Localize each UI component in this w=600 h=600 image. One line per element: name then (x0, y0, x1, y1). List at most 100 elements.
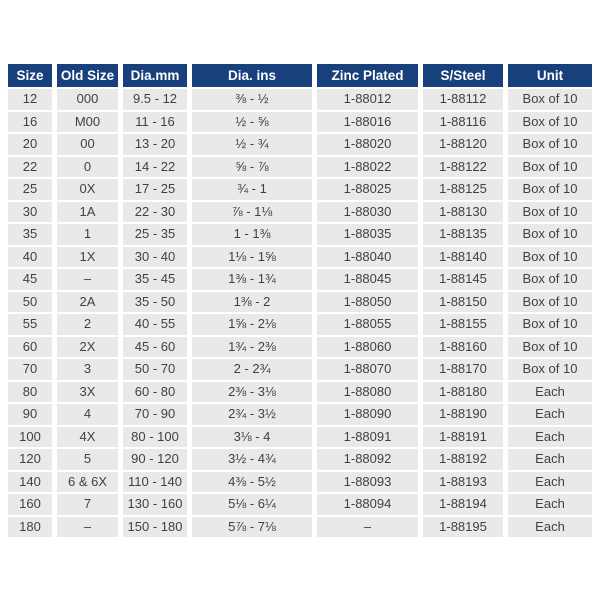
table-row: 180–150 - 180 5⅞ - 7⅛ –1-88195 Each (8, 516, 592, 537)
table-cell: Box of 10 (508, 314, 592, 335)
table-cell: 1⅝ - 2⅛ (192, 314, 312, 335)
table-row: 55 2 40 - 55 1⅝ - 2⅛ 1-88055 1-88155 Box of 10 (8, 314, 592, 335)
table-cell: 50 - 70 (123, 359, 187, 380)
table-cell: 1 (57, 224, 118, 245)
table-cell: 17 - 25 (123, 179, 187, 200)
table-cell: 4X (57, 426, 118, 447)
column-header-zinc-plated: Zinc Plated (317, 64, 418, 87)
table-cell: M00 (57, 111, 118, 132)
table-cell: 1-88091 (317, 426, 418, 447)
table-cell: ⅞ - 1⅛ (192, 201, 312, 222)
table-row: 50 2A 35 - 50 1⅜ - 2 1-88050 1-88150 Box of 10 (8, 291, 592, 312)
table-cell: 1-88012 (317, 89, 418, 110)
table-row: 16 M00 11 - 16 ½ - ⅝ 1-88016 1-88116 Box of 10 (8, 111, 592, 132)
table-cell: 14 - 22 (123, 156, 187, 177)
table-cell: 4 (57, 404, 118, 425)
table-cell: 1¾ - 2⅜ (192, 336, 312, 357)
table-cell: 00 (57, 134, 118, 155)
column-header-dia-mm: Dia.mm (123, 64, 187, 87)
table-cell: 1⅜ - 2 (192, 291, 312, 312)
table-cell: 20 (8, 134, 52, 155)
table-cell: 140 (8, 471, 52, 492)
table-cell: 1-88055 (317, 314, 418, 335)
table-cell: 60 - 80 (123, 381, 187, 402)
table-cell: Each (508, 516, 592, 537)
table-cell: 55 (8, 314, 52, 335)
table-cell: 3½ - 4¾ (192, 449, 312, 470)
table-cell: 1-88193 (423, 471, 503, 492)
table-cell: 30 - 40 (123, 246, 187, 267)
table-cell: 1-88093 (317, 471, 418, 492)
table-row: 90 4 70 - 90 2¾ - 3½ 1-88090 1-88190 Each (8, 404, 592, 425)
table-cell: 35 - 45 (123, 269, 187, 290)
table-row: 80 3X 60 - 80 2⅜ - 3⅛ 1-88080 1-88180 Each (8, 381, 592, 402)
table-cell: 130 - 160 (123, 494, 187, 515)
table-cell: 1-88020 (317, 134, 418, 155)
table-cell: ¾ - 1 (192, 179, 312, 200)
table-cell: ½ - ⅝ (192, 111, 312, 132)
table-row: 30 1A 22 - 30 ⅞ - 1⅛ 1-88030 1-88130 Box of 10 (8, 201, 592, 222)
table-cell: 150 - 180 (123, 516, 187, 537)
table-row: 45–35 - 45 1⅜ - 1¾ 1-88045 1-88145 Box of 10 (8, 269, 592, 290)
table-cell: 1-88070 (317, 359, 418, 380)
table-cell: Box of 10 (508, 291, 592, 312)
table-row: 22 0 14 - 22 ⅝ - ⅞ 1-88022 1-88122 Box of 10 (8, 156, 592, 177)
table-cell: 1-88170 (423, 359, 503, 380)
table-cell: 2¾ - 3½ (192, 404, 312, 425)
table-cell: 90 - 120 (123, 449, 187, 470)
table-cell: 1X (57, 246, 118, 267)
table-cell: 30 (8, 201, 52, 222)
table-cell: 40 - 55 (123, 314, 187, 335)
table-cell: 1-88090 (317, 404, 418, 425)
table-cell: 0X (57, 179, 118, 200)
table-cell: 1-88150 (423, 291, 503, 312)
column-header-unit: Unit (508, 64, 592, 87)
table-cell: 60 (8, 336, 52, 357)
product-spec-table: Size Old Size Dia.mm Dia. ins Zinc Plated S/S… (3, 62, 597, 539)
table-cell: 4⅜ - 5½ (192, 471, 312, 492)
table-cell: 1-88045 (317, 269, 418, 290)
table-cell: 1-88155 (423, 314, 503, 335)
table-header-row: Size Old Size Dia.mm Dia. ins Zinc Plated S/S… (8, 64, 592, 87)
table-cell: 70 (8, 359, 52, 380)
table-cell: 1-88190 (423, 404, 503, 425)
table-cell: 100 (8, 426, 52, 447)
table-cell: 1-88040 (317, 246, 418, 267)
table-cell: Box of 10 (508, 224, 592, 245)
table-cell: 1-88180 (423, 381, 503, 402)
table-cell: 1⅜ - 1¾ (192, 269, 312, 290)
table-cell: 0 (57, 156, 118, 177)
table-row: 100 4X 80 - 100 3⅛ - 4 1-88091 1-88191 Each (8, 426, 592, 447)
table-cell: 120 (8, 449, 52, 470)
column-header-size: Size (8, 64, 52, 87)
table-cell: 13 - 20 (123, 134, 187, 155)
table-cell: 9.5 - 12 (123, 89, 187, 110)
table-cell: 1-88194 (423, 494, 503, 515)
table-cell: 16 (8, 111, 52, 132)
table-cell: 1-88092 (317, 449, 418, 470)
table-cell: 110 - 140 (123, 471, 187, 492)
table-cell: Box of 10 (508, 246, 592, 267)
table-cell: 1-88145 (423, 269, 503, 290)
column-header-s-steel: S/Steel (423, 64, 503, 87)
table-cell: Box of 10 (508, 134, 592, 155)
table-row: 120 5 90 - 120 3½ - 4¾ 1-88092 1-88192 Each (8, 449, 592, 470)
table-cell: Each (508, 449, 592, 470)
table-cell: 45 (8, 269, 52, 290)
table-cell: Each (508, 404, 592, 425)
table-cell: 12 (8, 89, 52, 110)
table-cell: 1-88192 (423, 449, 503, 470)
table-cell: Box of 10 (508, 359, 592, 380)
table-cell: 1-88050 (317, 291, 418, 312)
table-cell: 2X (57, 336, 118, 357)
table-cell: – (57, 516, 118, 537)
table-cell: 35 - 50 (123, 291, 187, 312)
table-cell: 1-88022 (317, 156, 418, 177)
table-cell: 160 (8, 494, 52, 515)
table-cell: 1⅛ - 1⅝ (192, 246, 312, 267)
table-row: 25 0X 17 - 25 ¾ - 1 1-88025 1-88125 Box of 10 (8, 179, 592, 200)
table-cell: 1-88191 (423, 426, 503, 447)
table-cell: 35 (8, 224, 52, 245)
table-cell: 5⅞ - 7⅛ (192, 516, 312, 537)
